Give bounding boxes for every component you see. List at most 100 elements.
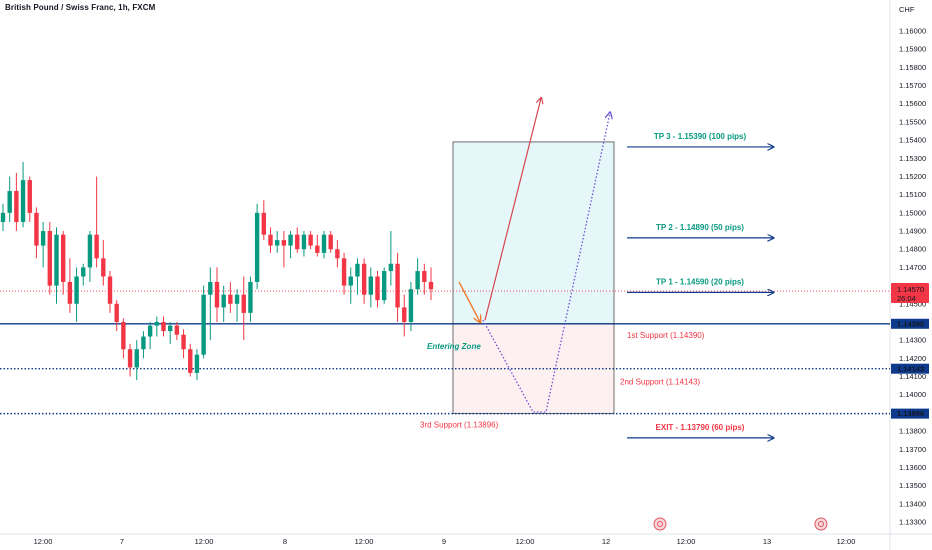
- candle: [395, 252, 400, 322]
- trade-setup: [452, 141, 615, 415]
- candle: [127, 343, 133, 377]
- candle: [214, 267, 220, 322]
- candle: [94, 176, 99, 268]
- candle: [208, 267, 213, 341]
- time-tick-label: 12:00: [195, 537, 214, 546]
- candle: [368, 267, 374, 308]
- candle: [174, 321, 180, 341]
- candle: [141, 331, 146, 359]
- bar-countdown: 26:04: [897, 294, 916, 303]
- current-price-value: 1.14570: [897, 285, 924, 294]
- first-support-tag: 1.14390: [891, 318, 929, 329]
- candle: [67, 258, 73, 313]
- candle: [348, 267, 353, 304]
- candle: [167, 321, 173, 344]
- economic-event-icon[interactable]: [814, 517, 828, 531]
- time-tick-label: 12:00: [837, 537, 856, 546]
- second-support-label: 2nd Support (1.14143): [620, 378, 700, 387]
- dip-projection-path: [482, 113, 610, 413]
- candle: [388, 231, 394, 286]
- candles: [0, 161, 434, 381]
- price-tick-label: 1.13300: [899, 518, 926, 527]
- candle: [254, 203, 260, 290]
- candle: [60, 231, 66, 295]
- candle: [221, 285, 226, 322]
- second-support-value: 1.14143: [897, 364, 924, 373]
- second-support-tag: 1.14143: [891, 363, 929, 374]
- economic-event-icon[interactable]: [653, 517, 667, 531]
- candle: [54, 227, 59, 304]
- third-support-value: 1.13896: [897, 409, 924, 418]
- price-tick-label: 1.15500: [899, 117, 926, 126]
- candle: [248, 276, 253, 322]
- price-tick-label: 1.14500: [899, 299, 926, 308]
- third-support-tag: 1.13896: [891, 408, 929, 419]
- candle: [201, 285, 206, 359]
- candle: [301, 231, 307, 257]
- candle: [408, 281, 414, 332]
- time-tick-label: 9: [442, 537, 446, 546]
- time-tick-label: 12:00: [355, 537, 374, 546]
- price-tick-label: 1.16000: [899, 27, 926, 36]
- price-tick-label: 1.13500: [899, 481, 926, 490]
- price-tick-label: 1.14900: [899, 227, 926, 236]
- price-tick-label: 1.15800: [899, 63, 926, 72]
- first-support-label: 1st Support (1.14390): [627, 331, 705, 340]
- candle: [355, 258, 360, 295]
- time-tick-label: 8: [283, 537, 287, 546]
- price-tick-label: 1.15200: [899, 172, 926, 181]
- candle: [34, 207, 39, 259]
- candle: [241, 276, 246, 341]
- price-tick-label: 1.15400: [899, 136, 926, 145]
- price-tick-label: 1.15300: [899, 154, 926, 163]
- candle: [154, 316, 160, 337]
- candle: [288, 231, 293, 259]
- time-tick-label: 12:00: [677, 537, 696, 546]
- first-support-value: 1.14390: [897, 319, 924, 328]
- price-tick-label: 1.14200: [899, 354, 926, 363]
- currency-label: CHF: [899, 5, 915, 14]
- candle: [422, 263, 427, 295]
- candle: [341, 252, 347, 295]
- price-tick-label: 1.13600: [899, 463, 926, 472]
- candle: [315, 234, 320, 257]
- candle: [81, 263, 86, 286]
- price-tick-label: 1.14100: [899, 372, 926, 381]
- time-tick-label: 7: [120, 537, 124, 546]
- price-tick-label: 1.15600: [899, 99, 926, 108]
- time-tick-label: 12: [602, 537, 610, 546]
- candle: [181, 329, 186, 359]
- candle: [188, 343, 193, 377]
- price-tick-label: 1.13400: [899, 499, 926, 508]
- candle: [261, 200, 267, 241]
- candle: [274, 231, 280, 253]
- third-support-label: 3rd Support (1.13896): [420, 421, 499, 430]
- candle: [20, 161, 26, 228]
- candle: [415, 258, 420, 295]
- chart-title: British Pound / Swiss Franc, 1h, FXCM: [5, 3, 156, 12]
- take-profit-zone: [452, 141, 615, 325]
- current-price-tag: 1.14570 26:04: [891, 283, 929, 304]
- candle: [328, 231, 333, 253]
- time-axis[interactable]: 12:00 7 12:00 8 12:00 9 12:00 12 12:00 13 12:00: [34, 537, 856, 546]
- time-tick-label: 12:00: [34, 537, 53, 546]
- price-tick-label: 1.14000: [899, 390, 926, 399]
- time-tick-label: 13: [763, 537, 771, 546]
- candle: [321, 231, 327, 259]
- candle: [74, 267, 79, 322]
- candle: [402, 294, 407, 337]
- entering-zone-label: Entering Zone: [427, 342, 481, 351]
- candle: [281, 231, 287, 268]
- candle: [121, 318, 126, 359]
- candle: [308, 231, 313, 250]
- candle: [114, 300, 119, 332]
- exit-label: EXIT - 1.13790 (60 pips): [656, 423, 745, 432]
- candle: [14, 172, 19, 232]
- price-tick-label: 1.14800: [899, 245, 926, 254]
- candle: [101, 240, 106, 286]
- tp1-label: TP 1 - 1.14590 (20 pips): [656, 277, 744, 286]
- candle: [27, 176, 32, 222]
- candle: [428, 267, 434, 301]
- candle: [47, 221, 53, 295]
